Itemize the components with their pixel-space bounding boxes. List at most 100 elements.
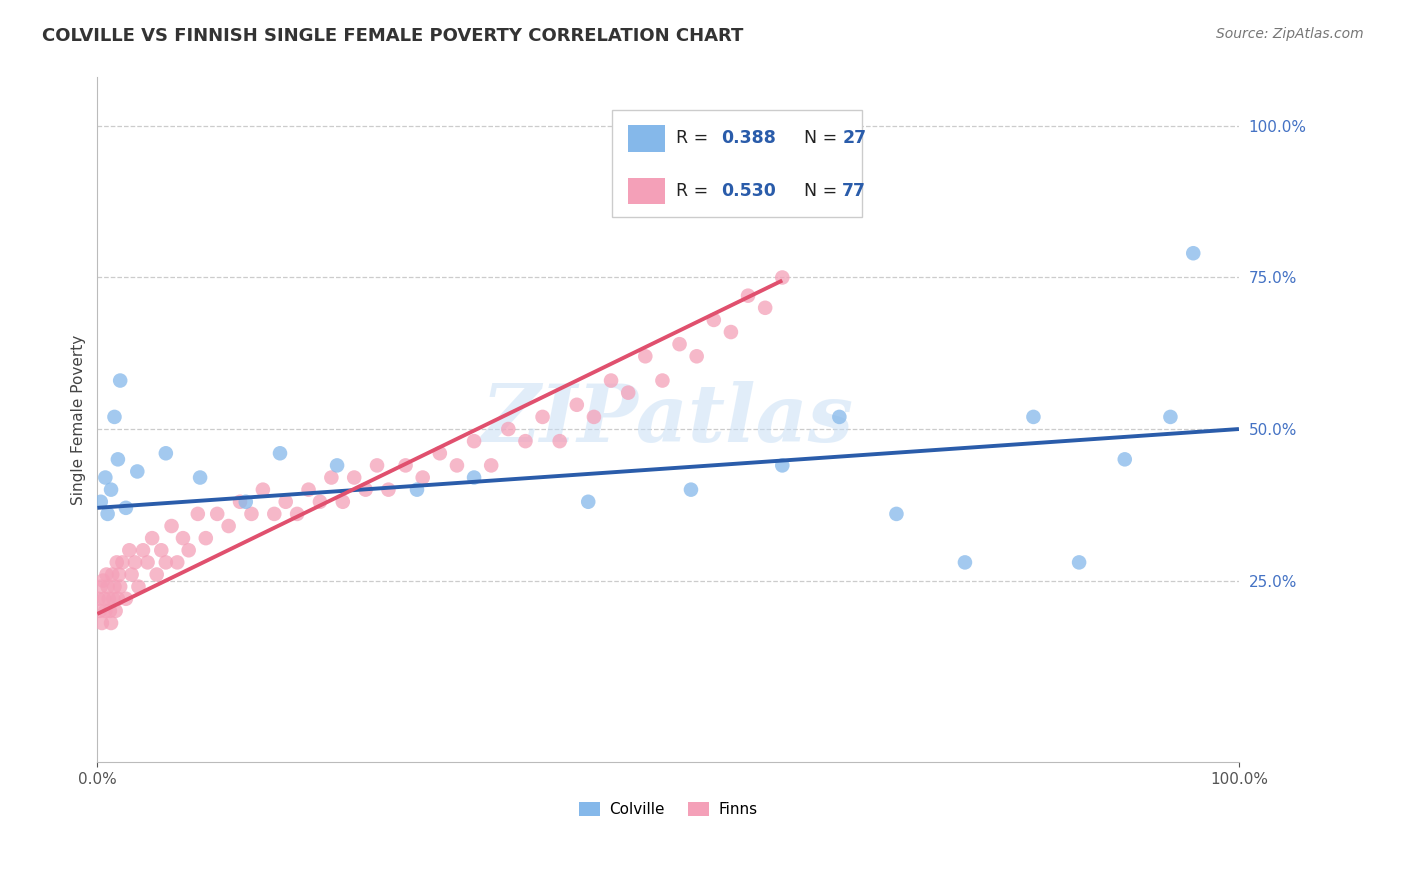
Point [90,495,112,509]
Point [263,507,285,521]
Text: R =: R = [676,182,714,200]
Point [754,301,776,315]
Point [394,458,416,473]
Point [651,374,673,388]
Point [343,470,366,484]
Text: R =: R = [676,129,714,147]
Point [668,337,690,351]
Point [240,507,263,521]
Point [332,495,354,509]
Text: Source: ZipAtlas.com: Source: ZipAtlas.com [1216,27,1364,41]
Point [90,615,112,630]
Point [886,507,908,521]
Point [97,591,120,606]
Point [108,580,131,594]
Point [1022,409,1045,424]
Point [703,313,725,327]
Point [617,385,640,400]
Point [115,500,138,515]
Y-axis label: Single Female Poverty: Single Female Poverty [72,334,86,505]
Point [498,422,520,436]
Point [141,531,163,545]
Point [548,434,571,449]
Point [166,555,188,569]
Point [446,458,468,473]
Point [127,580,149,594]
Point [145,567,167,582]
Point [155,446,177,460]
Point [107,591,129,606]
Point [96,567,118,582]
Point [720,325,742,339]
Point [103,591,125,606]
Point [107,452,129,467]
Point [103,580,125,594]
Point [285,507,308,521]
Point [297,483,319,497]
Point [770,270,793,285]
Text: 77: 77 [842,182,866,200]
Point [94,470,117,484]
Point [252,483,274,497]
Point [100,615,122,630]
Text: 0.530: 0.530 [721,182,776,200]
Point [118,543,141,558]
Point [103,409,125,424]
Point [127,465,149,479]
Point [531,409,554,424]
Point [188,470,211,484]
Point [105,555,128,569]
Point [1114,452,1136,467]
Point [377,483,399,497]
Point [205,507,228,521]
Point [187,507,209,521]
Point [108,374,131,388]
Point [1182,246,1205,260]
Point [412,470,434,484]
Point [177,543,200,558]
Point [1159,409,1181,424]
Point [121,567,143,582]
Point [686,349,709,363]
Point [737,288,759,302]
Point [194,531,217,545]
Point [91,574,114,588]
Point [155,555,177,569]
Point [828,409,851,424]
Point [115,591,138,606]
Point [172,531,194,545]
Point [463,470,485,484]
Text: ZIPatlas: ZIPatlas [482,381,855,458]
Text: 0.388: 0.388 [721,129,776,147]
Point [160,519,183,533]
Text: N =: N = [793,182,842,200]
Point [108,567,131,582]
Point [463,434,485,449]
Point [274,495,297,509]
Point [429,446,451,460]
Point [565,398,588,412]
Point [269,446,291,460]
Point [97,507,120,521]
Point [89,604,111,618]
Point [101,567,124,582]
Point [235,495,257,509]
Point [321,470,343,484]
Point [136,555,159,569]
Point [515,434,537,449]
Point [94,604,117,618]
Point [124,555,146,569]
Point [953,555,976,569]
Point [218,519,240,533]
Point [98,604,121,618]
Point [770,458,793,473]
Point [87,591,110,606]
Text: N =: N = [793,129,842,147]
Point [479,458,502,473]
Legend: Colville, Finns: Colville, Finns [572,796,763,823]
Point [600,374,623,388]
Point [582,409,605,424]
Point [100,483,122,497]
Text: 27: 27 [842,129,866,147]
Point [634,349,657,363]
